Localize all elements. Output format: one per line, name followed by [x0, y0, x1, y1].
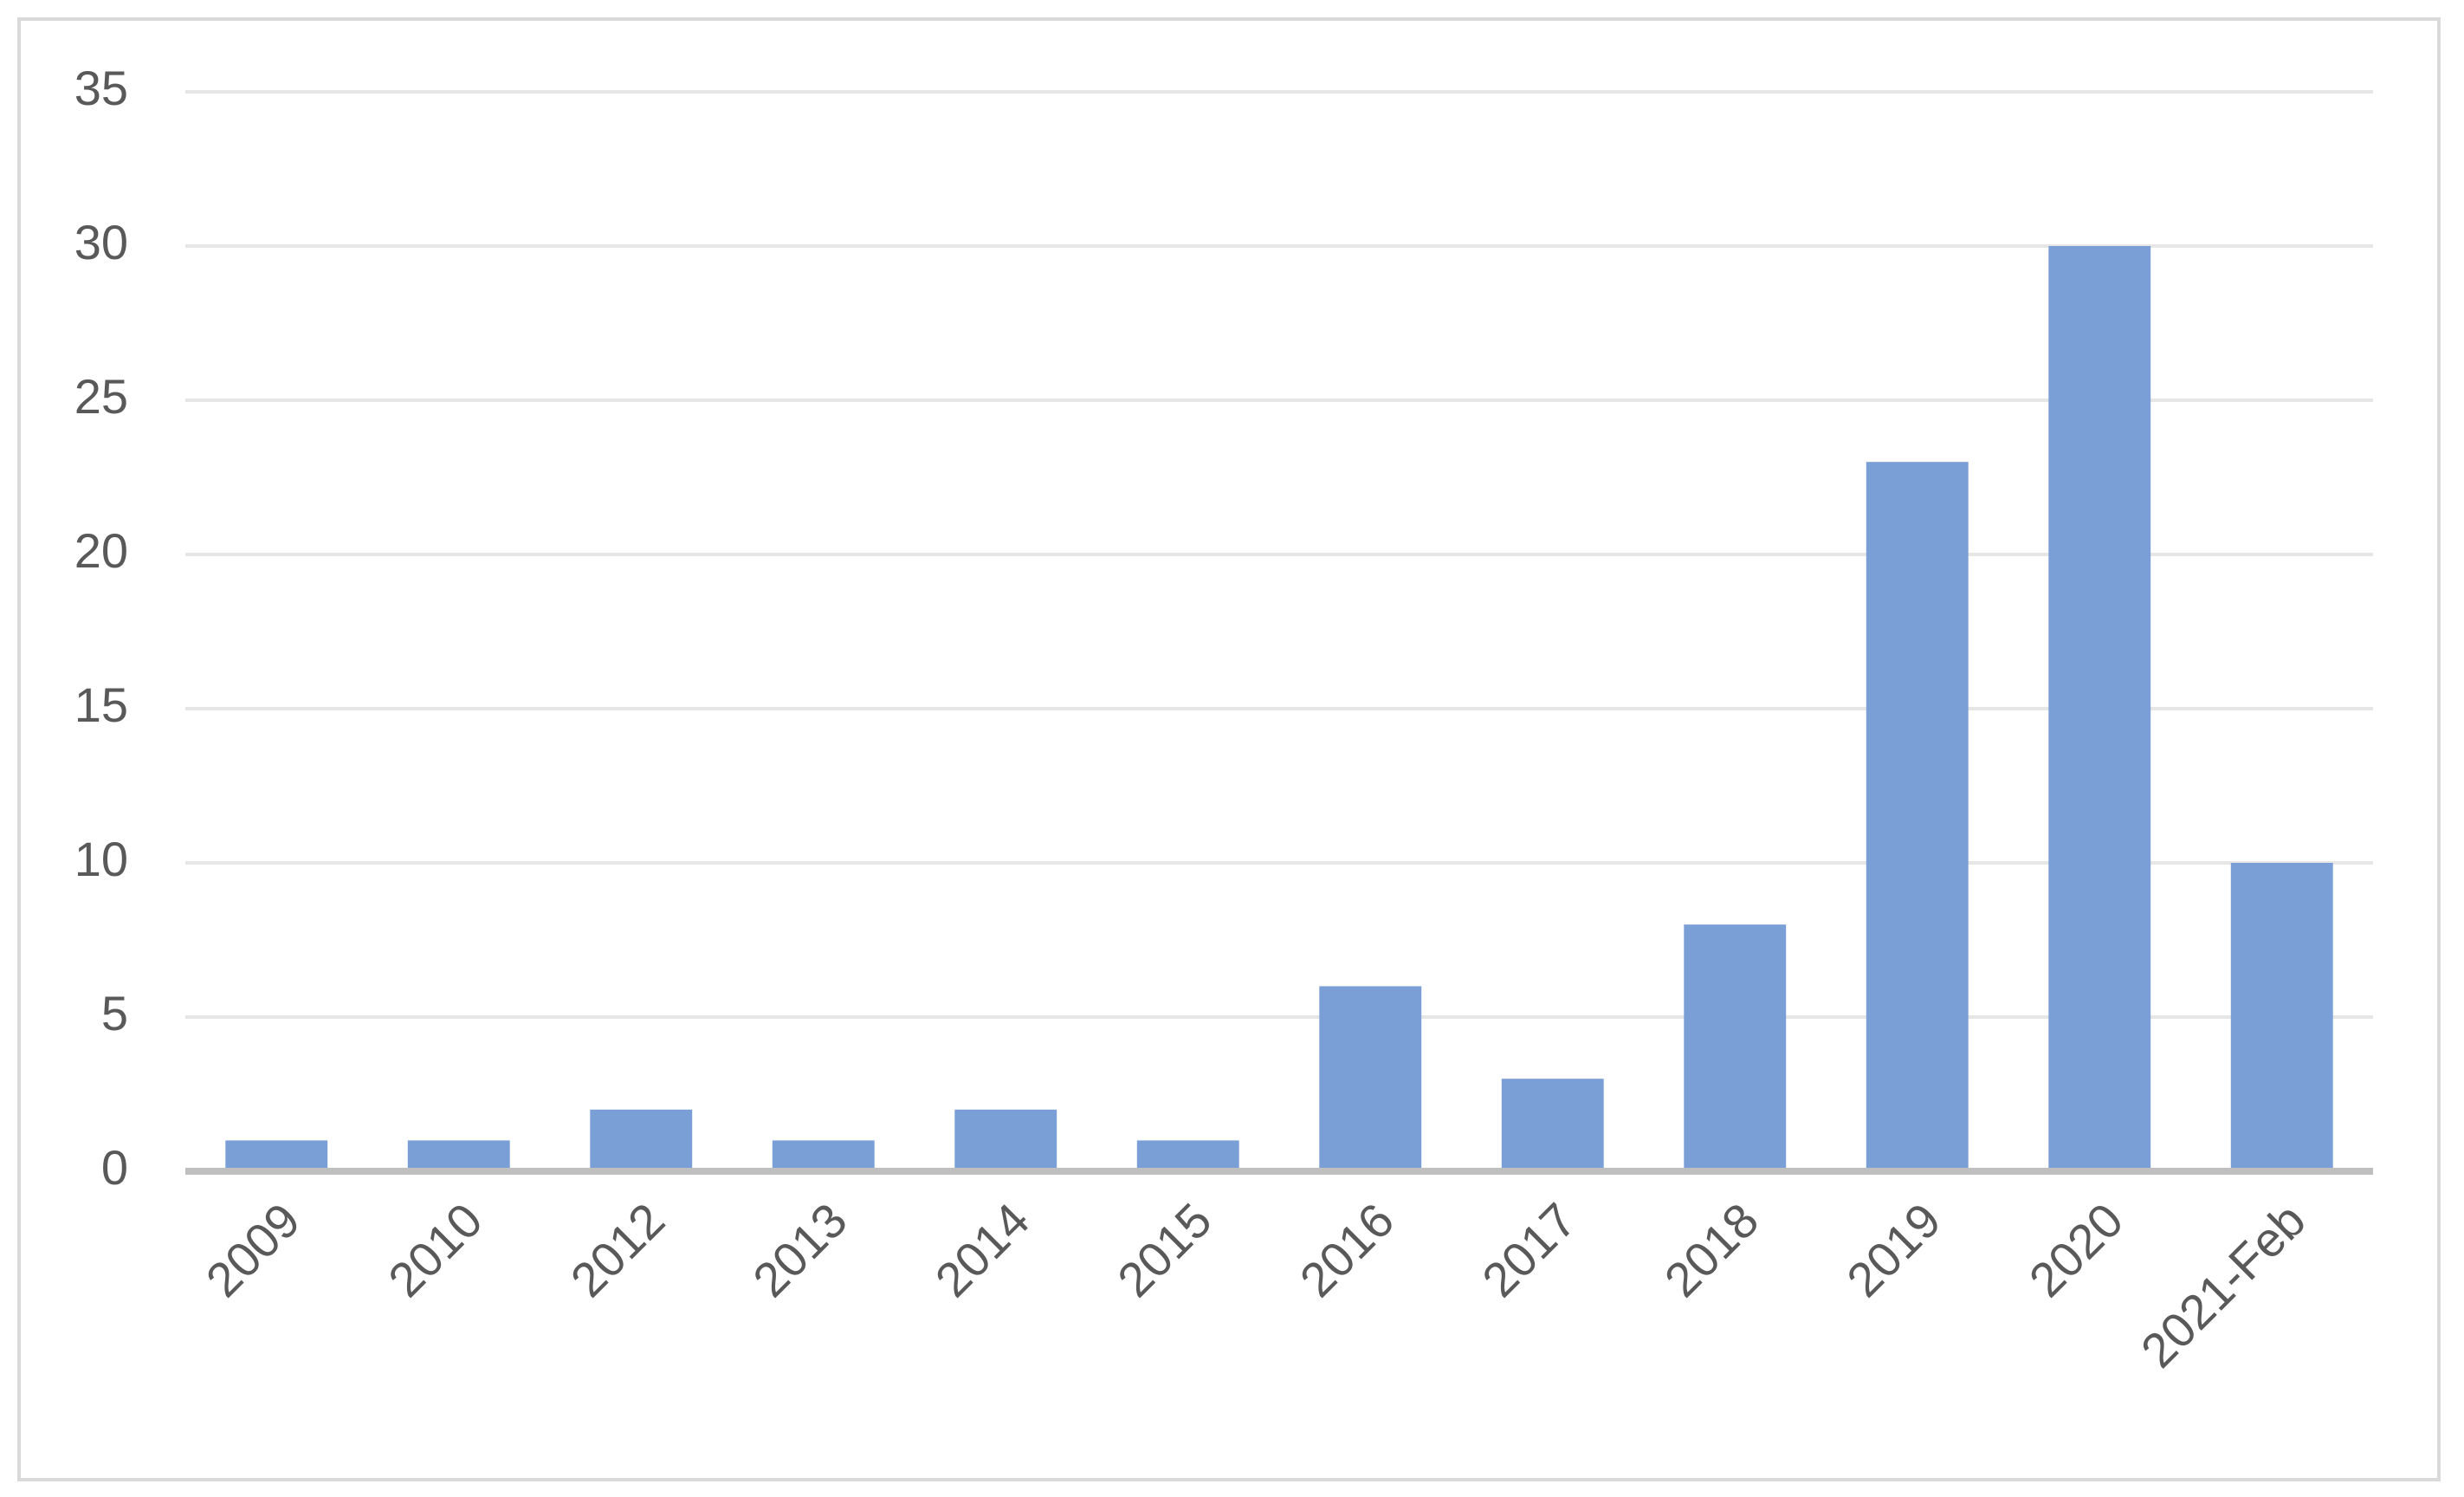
- bar: [407, 1140, 510, 1171]
- bar: [225, 1140, 328, 1171]
- bar: [1684, 924, 1787, 1171]
- y-tick-label: 10: [74, 832, 128, 886]
- bar: [2048, 246, 2151, 1171]
- bar: [772, 1140, 875, 1171]
- bar: [2230, 863, 2333, 1171]
- bar: [1136, 1140, 1239, 1171]
- bar: [954, 1109, 1057, 1171]
- bar: [1319, 986, 1422, 1171]
- bar: [1501, 1079, 1604, 1171]
- y-tick-label: 25: [74, 369, 128, 424]
- bar: [1866, 462, 1969, 1171]
- y-tick-label: 20: [74, 523, 128, 578]
- bar: [590, 1109, 693, 1171]
- y-tick-label: 0: [101, 1140, 128, 1195]
- y-tick-label: 35: [74, 61, 128, 115]
- y-tick-label: 30: [74, 215, 128, 269]
- y-tick-label: 15: [74, 677, 128, 732]
- chart-border: [17, 17, 2441, 1481]
- y-tick-label: 5: [101, 986, 128, 1040]
